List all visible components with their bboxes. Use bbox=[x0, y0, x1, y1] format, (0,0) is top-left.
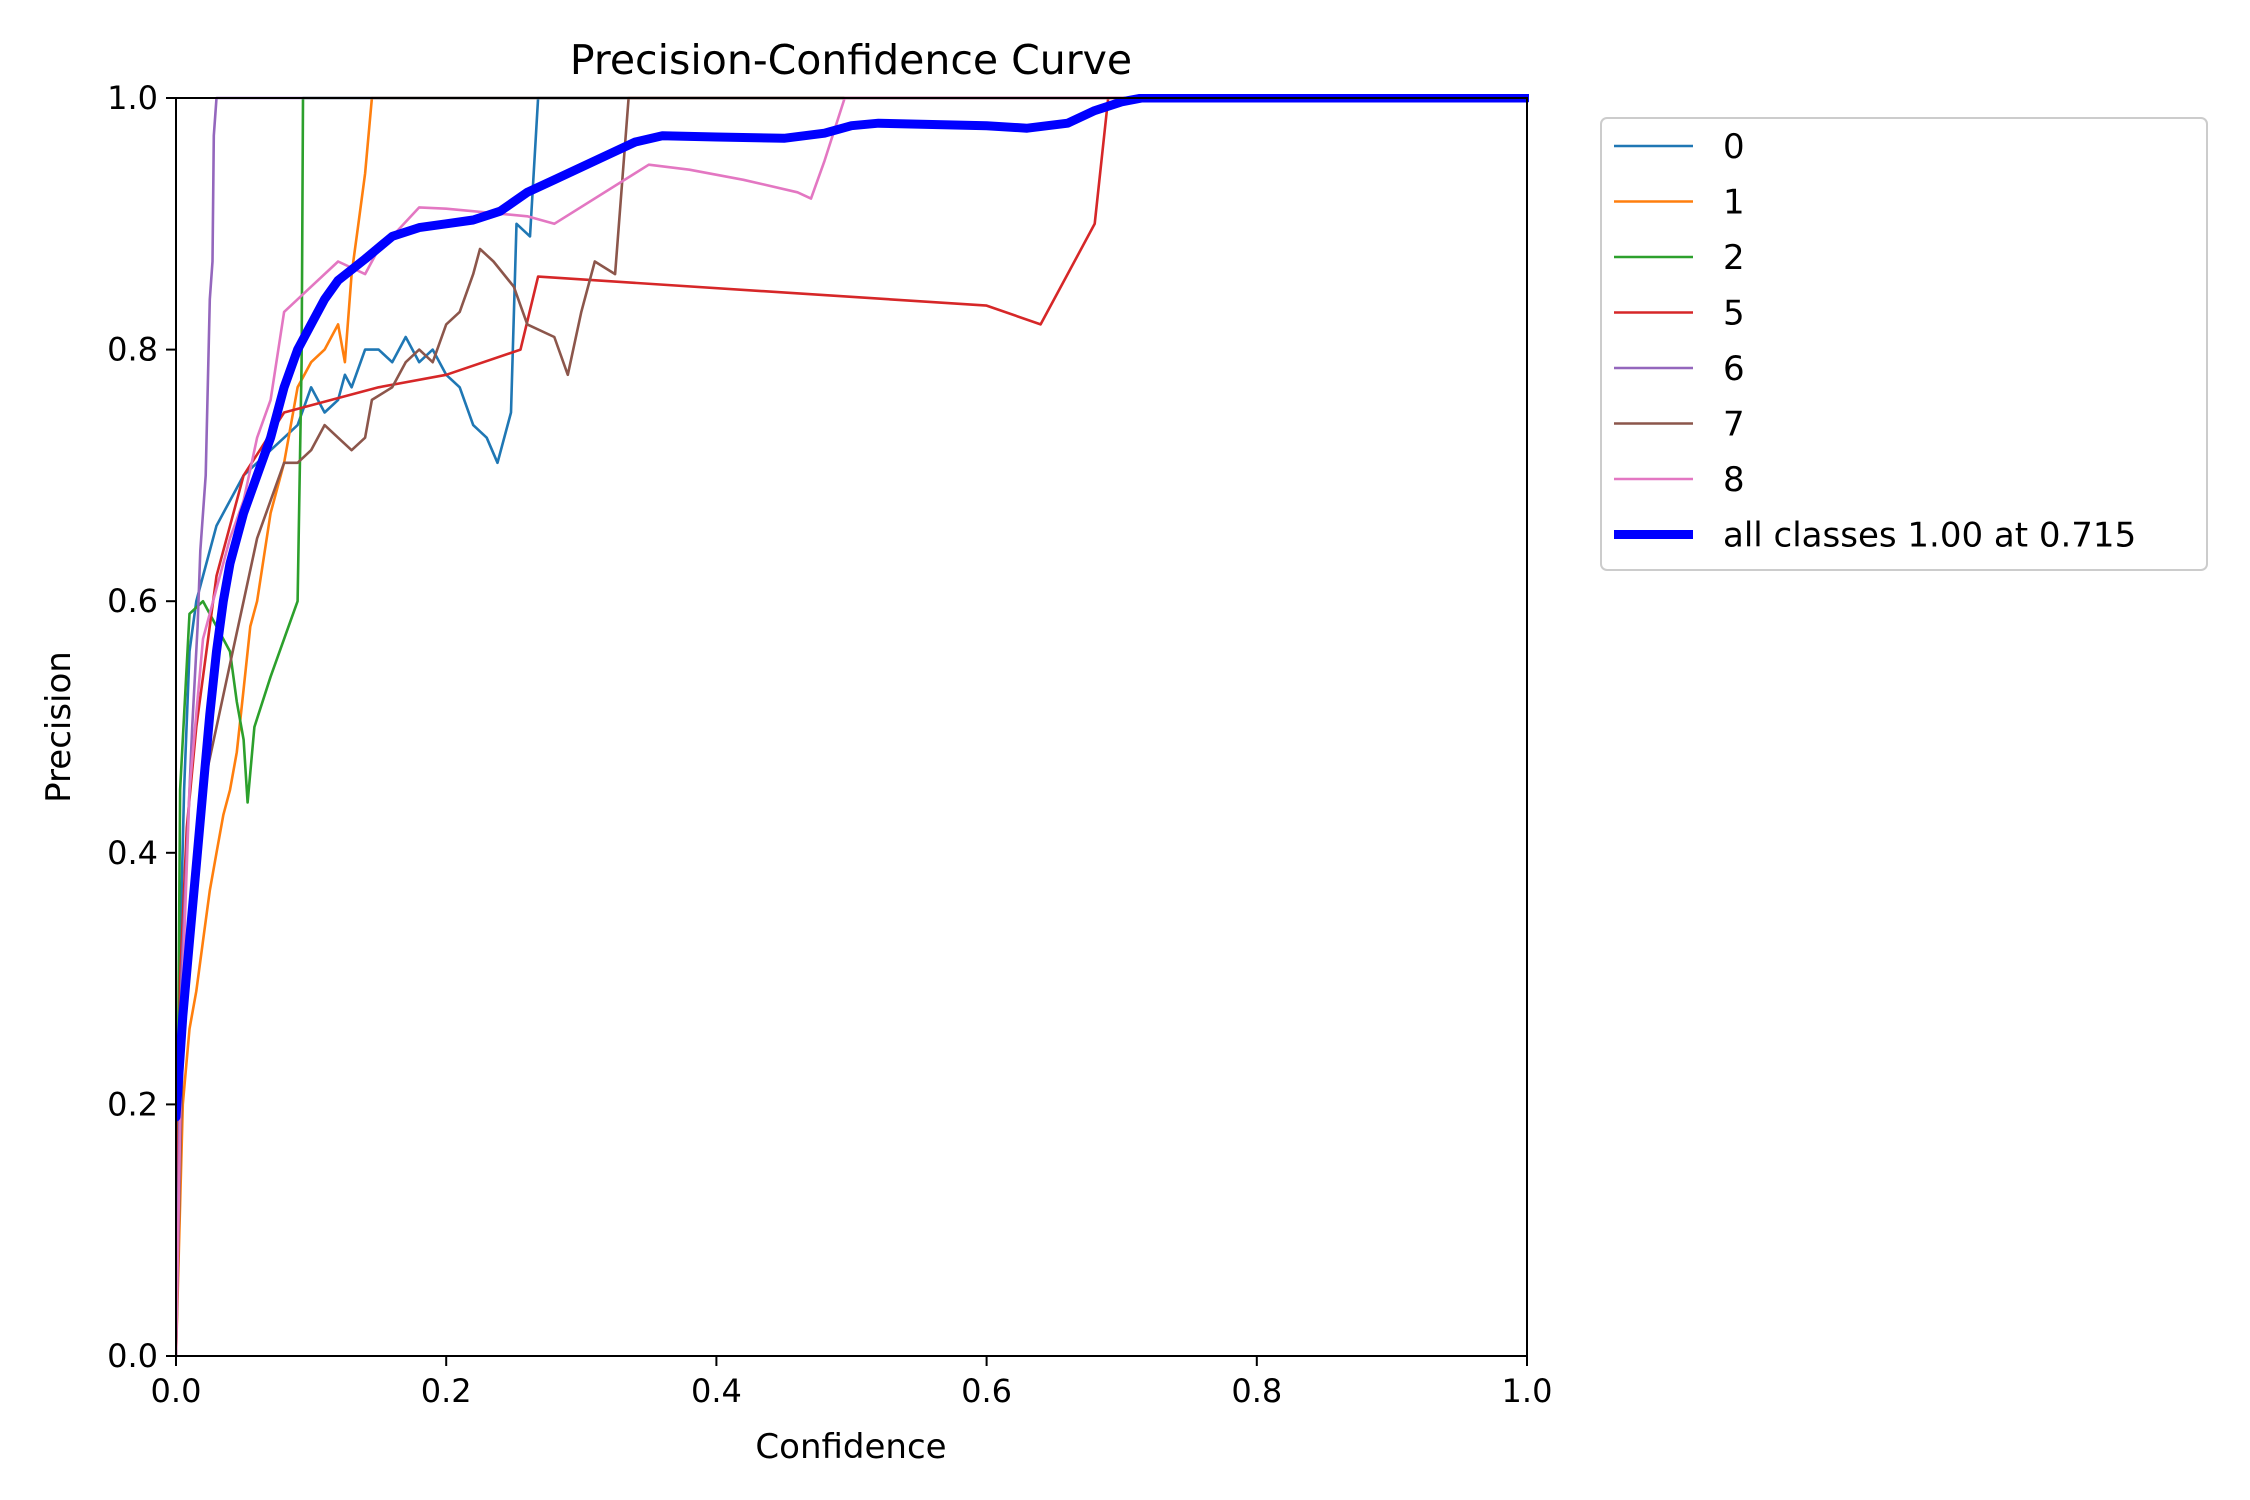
legend-box bbox=[1600, 117, 2208, 571]
y-tick-label: 1.0 bbox=[107, 79, 158, 117]
legend-label-3: 5 bbox=[1723, 294, 1745, 334]
plot-area bbox=[176, 94, 1529, 1358]
legend-label-2: 2 bbox=[1723, 238, 1745, 278]
series-line-6 bbox=[176, 96, 1529, 1358]
x-tick-label: 0.4 bbox=[691, 1372, 742, 1410]
legend-label-1: 1 bbox=[1723, 183, 1745, 223]
legend-label-4: 6 bbox=[1723, 349, 1745, 389]
y-axis: 0.0 0.2 0.4 0.6 0.8 1.0 bbox=[107, 79, 176, 1375]
legend: 0 1 2 5 6 7 8 all classes 1.00 at 0.715 bbox=[1600, 117, 2208, 571]
x-tick-label: 0.2 bbox=[421, 1372, 472, 1410]
x-tick-label: 0.8 bbox=[1231, 1372, 1282, 1410]
legend-label-0: 0 bbox=[1723, 127, 1745, 167]
y-tick-label: 0.4 bbox=[107, 834, 158, 872]
x-tick-label: 0.0 bbox=[151, 1372, 202, 1410]
y-tick-label: 0.6 bbox=[107, 582, 158, 620]
chart-title: Precision-Confidence Curve bbox=[570, 36, 1132, 84]
x-tick-label: 0.6 bbox=[961, 1372, 1012, 1410]
legend-label-5: 7 bbox=[1723, 405, 1745, 445]
y-tick-label: 0.0 bbox=[107, 1337, 158, 1375]
series-line-0 bbox=[176, 96, 1529, 1358]
x-axis-label: Confidence bbox=[755, 1427, 946, 1467]
y-tick-label: 0.8 bbox=[107, 331, 158, 369]
legend-label-6: 8 bbox=[1723, 460, 1745, 500]
legend-label-7: all classes 1.00 at 0.715 bbox=[1723, 516, 2136, 556]
y-axis-label: Precision bbox=[39, 651, 79, 803]
series-line-7 bbox=[176, 94, 1529, 1122]
y-tick-label: 0.2 bbox=[107, 1085, 158, 1123]
series-line-5 bbox=[176, 96, 1529, 1358]
plot-frame bbox=[175, 97, 1528, 1357]
series-line-2 bbox=[176, 96, 1529, 1358]
x-axis: 0.0 0.2 0.4 0.6 0.8 1.0 bbox=[151, 1356, 1553, 1410]
x-tick-label: 1.0 bbox=[1502, 1372, 1553, 1410]
